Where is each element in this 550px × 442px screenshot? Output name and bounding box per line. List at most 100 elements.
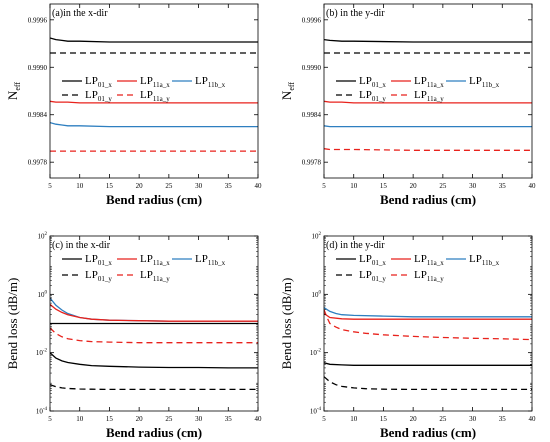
series-line-0 bbox=[324, 307, 532, 318]
y-tick-exponent: -4 bbox=[317, 407, 322, 412]
x-tick-label: 10 bbox=[76, 415, 84, 423]
x-tick-label: 35 bbox=[499, 182, 507, 190]
x-tick-label: 30 bbox=[195, 415, 203, 423]
legend-label-sub: 11b_x bbox=[208, 259, 226, 267]
y-tick-exponent: 0 bbox=[45, 290, 48, 295]
y-tick-exponent: -2 bbox=[43, 349, 48, 354]
x-tick-label: 30 bbox=[469, 182, 477, 190]
plot-frame bbox=[323, 235, 533, 412]
legend-label-sub: 11a_x bbox=[153, 259, 170, 267]
plot-frame bbox=[49, 3, 259, 179]
legend: LP01_x LP11a_x LP11b_x LP01_y LP11a_y bbox=[336, 75, 500, 103]
plot-frame bbox=[49, 235, 259, 412]
series-line-1 bbox=[50, 303, 258, 322]
x-tick-label: 20 bbox=[410, 182, 418, 190]
x-tick-label: 25 bbox=[439, 182, 447, 190]
x-tick-label: 40 bbox=[255, 415, 263, 423]
series-line-2 bbox=[50, 100, 258, 104]
y-tick-label: 0.9990 bbox=[302, 64, 322, 72]
x-axis-label: Bend radius (cm) bbox=[380, 192, 476, 207]
series-line-4 bbox=[324, 148, 532, 151]
panel-title: (c) in the x-dir bbox=[52, 240, 111, 251]
x-tick-label: 20 bbox=[136, 415, 144, 423]
panel-b: 5 10 15 20 25 30 35 40 0.9978 0.9984 0.9990 0.9996 (… bbox=[279, 3, 536, 207]
x-tick-label: 25 bbox=[439, 415, 447, 423]
legend-label: LP11a_x bbox=[414, 75, 444, 89]
x-tick-label: 40 bbox=[529, 415, 537, 423]
legend-label-sub: 11a_y bbox=[427, 95, 444, 103]
legend-label: LP11a_y bbox=[414, 89, 444, 103]
x-axis-label: Bend radius (cm) bbox=[106, 192, 202, 207]
panel-title: (d) in the y-dir bbox=[326, 240, 385, 251]
legend-label-sub: 01_y bbox=[98, 95, 113, 103]
x-tick-label: 15 bbox=[106, 415, 114, 423]
legend-label-sub: 11a_y bbox=[153, 95, 170, 103]
y-tick-label: 10-4 bbox=[36, 407, 48, 416]
legend-label-sub: 11a_x bbox=[153, 81, 170, 89]
x-tick-label: 30 bbox=[469, 415, 477, 423]
legend-label-sub: 11a_y bbox=[153, 275, 170, 283]
x-tick-label: 15 bbox=[380, 182, 388, 190]
legend-label-sub: 01_x bbox=[98, 81, 113, 89]
x-tick-label: 35 bbox=[499, 415, 507, 423]
y-tick-label: 100 bbox=[312, 290, 322, 299]
legend: LP01_x LP11a_x LP11b_x LP01_y LP11a_y bbox=[336, 253, 500, 283]
legend-label-sub: 01_y bbox=[372, 95, 387, 103]
legend-label: LP11b_x bbox=[195, 75, 226, 89]
x-tick-label: 25 bbox=[165, 415, 173, 423]
y-tick-label: 100 bbox=[38, 290, 48, 299]
series-line-4 bbox=[324, 376, 532, 391]
x-tick-label: 15 bbox=[106, 182, 114, 190]
x-tick-label: 5 bbox=[48, 182, 52, 190]
y-axis-label: Bend loss (dB/m) bbox=[5, 278, 20, 370]
y-tick-label: 0.9990 bbox=[28, 64, 48, 72]
series-group bbox=[324, 307, 532, 391]
y-tick-exponent: -2 bbox=[317, 349, 322, 354]
legend-label: LP11a_x bbox=[414, 253, 444, 267]
y-tick-label: 10-4 bbox=[310, 407, 322, 416]
panel-title: (a)in the x-dir bbox=[52, 8, 108, 19]
legend-label-sub: 11a_x bbox=[427, 81, 444, 89]
x-tick-label: 5 bbox=[48, 415, 52, 423]
series-line-4 bbox=[50, 352, 258, 369]
series-line-3 bbox=[324, 362, 532, 366]
y-tick-label: 0.9996 bbox=[28, 16, 48, 24]
legend-label: LP11a_x bbox=[140, 75, 170, 89]
x-tick-label: 25 bbox=[165, 182, 173, 190]
y-axis-label-sub: eff bbox=[287, 82, 296, 91]
series-line-3 bbox=[50, 327, 258, 344]
x-tick-label: 15 bbox=[380, 415, 388, 423]
legend-label-sub: 11a_x bbox=[427, 259, 444, 267]
y-tick-exponent: 2 bbox=[319, 232, 322, 237]
series-line-5 bbox=[50, 384, 258, 391]
legend-label-sub: 11b_x bbox=[482, 259, 500, 267]
x-tick-label: 40 bbox=[255, 182, 263, 190]
y-tick-label: 0.9978 bbox=[28, 159, 48, 167]
legend-label-sub: 01_y bbox=[98, 275, 113, 283]
legend-label: LP01_x bbox=[359, 75, 386, 89]
legend-label-sub: 01_x bbox=[372, 259, 387, 267]
legend-label: LP01_y bbox=[359, 89, 386, 103]
legend: LP01_x LP11a_x LP11b_x LP01_y LP11a_y bbox=[62, 253, 226, 283]
x-tick-label: 20 bbox=[410, 415, 418, 423]
panel-a: 5 10 15 20 25 30 35 40 0.9978 0.9984 0.9990 0.9996 (… bbox=[5, 3, 263, 207]
legend-label: LP11b_x bbox=[195, 253, 226, 267]
y-tick-label: 0.9978 bbox=[302, 159, 322, 167]
legend-label-sub: 11a_y bbox=[427, 275, 444, 283]
x-tick-label: 5 bbox=[322, 415, 326, 423]
legend-label: LP11a_y bbox=[140, 269, 170, 283]
y-tick-exponent: -4 bbox=[43, 407, 48, 412]
legend-label: LP11a_x bbox=[140, 253, 170, 267]
legend: LP01_x LP11a_x LP11b_x LP01_y LP11a_y bbox=[62, 75, 226, 103]
x-axis-label: Bend radius (cm) bbox=[106, 425, 202, 440]
legend-label-sub: 01_x bbox=[98, 259, 113, 267]
series-line-0 bbox=[50, 37, 258, 43]
y-tick-exponent: 2 bbox=[45, 232, 48, 237]
x-tick-label: 10 bbox=[350, 415, 358, 423]
y-axis-label: Neff bbox=[279, 82, 296, 100]
x-tick-label: 20 bbox=[136, 182, 144, 190]
series-group bbox=[50, 297, 258, 391]
series-line-1 bbox=[324, 312, 532, 320]
